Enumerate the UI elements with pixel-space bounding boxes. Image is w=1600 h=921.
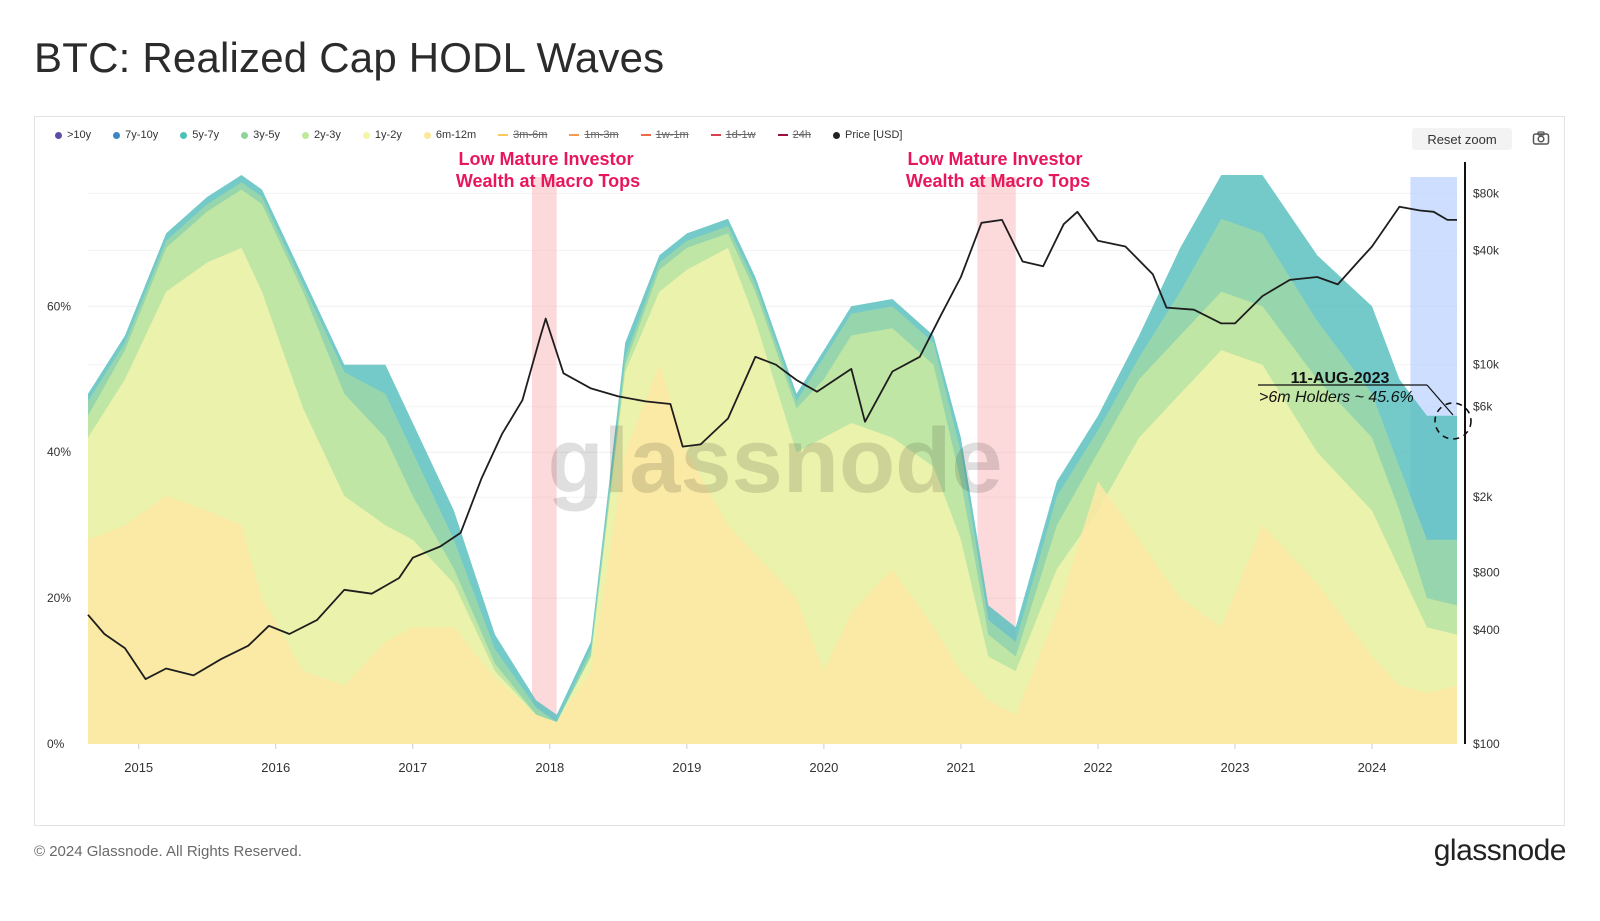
y-right-tick-label: $2k	[1473, 490, 1493, 504]
legend-item[interactable]: 3y-5y	[241, 129, 280, 141]
legend-label: 1m-3m	[584, 129, 619, 141]
y-right-tick-label: $800	[1473, 566, 1500, 580]
chart-svg: glassnode 2015 2016 2017 2018 2019 2020 2021 202…	[47, 149, 1500, 775]
x-tick-label: 2020	[809, 760, 838, 775]
y-right-tick-label: $40k	[1473, 243, 1500, 257]
copyright-text: © 2024 Glassnode. All Rights Reserved.	[34, 843, 302, 860]
callout-date: 11-AUG-2023	[1291, 370, 1390, 387]
area-6m-12m	[88, 364, 1457, 744]
y-right-tick-label: $10k	[1473, 358, 1500, 372]
y-right-tick-label: $100	[1473, 737, 1500, 751]
legend-item[interactable]: 5y-7y	[180, 129, 219, 141]
annotation-top1-line1: Low Mature Investor	[458, 149, 633, 169]
legend-item[interactable]: 7y-10y	[113, 129, 158, 141]
legend-marker-icon	[180, 131, 188, 139]
x-tick-label: 2015	[124, 760, 153, 775]
legend-label: 3y-5y	[253, 129, 281, 141]
callout-text: >6m Holders ~ 45.6%	[1259, 389, 1414, 406]
annotation-top2-line2: Wealth at Macro Tops	[906, 171, 1090, 191]
legend-label: 24h	[792, 129, 811, 141]
legend-item[interactable]: 6m-12m	[423, 129, 477, 141]
x-tick-label: 2024	[1358, 760, 1387, 775]
page-title: BTC: Realized Cap HODL Waves	[34, 34, 665, 81]
legend-marker-icon	[832, 131, 840, 139]
price-line	[87, 205, 1457, 680]
x-tick-label: 2023	[1221, 760, 1250, 775]
legend-marker-icon	[302, 131, 310, 139]
legend-marker-icon	[423, 131, 431, 139]
y-left-tick-label: 60%	[47, 299, 71, 313]
glassnode-logo: glassnode	[1433, 834, 1567, 867]
reset-zoom-button[interactable]: Reset zoom	[1412, 128, 1512, 150]
y-right-tick-label: $400	[1473, 623, 1500, 637]
x-tick-label: 2016	[261, 760, 290, 775]
x-tick-label: 2017	[398, 760, 427, 775]
callout-leader	[1426, 384, 1454, 416]
highlight-band	[532, 177, 557, 744]
chart-panel: glassnode 2015 2016 2017 2018 2019 2020 2021 202…	[34, 116, 1565, 826]
annotation-top1-line2: Wealth at Macro Tops	[456, 171, 640, 191]
y-left-tick-label: 0%	[47, 737, 65, 751]
y-left-tick-label: 20%	[47, 591, 71, 605]
x-tick-label: 2022	[1084, 760, 1113, 775]
legend-item[interactable]: 24h	[777, 129, 811, 141]
legend-item[interactable]: >10y	[55, 129, 91, 141]
legend-label: 2y-3y	[314, 129, 341, 141]
legend-marker-icon	[241, 131, 249, 139]
legend-label: 5y-7y	[192, 129, 220, 141]
x-tick-label: 2019	[672, 760, 701, 775]
legend-label: 1w-1m	[655, 129, 689, 141]
legend-marker-icon	[569, 134, 580, 136]
legend-item[interactable]: 1w-1m	[640, 129, 689, 141]
watermark-text: glassnode	[547, 410, 1002, 512]
legend-item[interactable]: 1y-2y	[362, 129, 402, 141]
legend-marker-icon	[55, 131, 62, 139]
legend-label: 7y-10y	[125, 129, 159, 141]
y-right-tick-label: $6k	[1473, 400, 1493, 414]
legend-marker-icon	[777, 134, 788, 136]
y-right-tick-label: $80k	[1473, 186, 1500, 200]
legend-label: >10y	[67, 129, 92, 141]
legend-label: 1d-1w	[725, 129, 756, 141]
legend-marker-icon	[640, 134, 651, 136]
y-left-tick-label: 40%	[47, 445, 71, 459]
annotation-top2-line1: Low Mature Investor	[907, 149, 1082, 169]
legend-item[interactable]: Price [USD]	[832, 129, 903, 141]
legend-item[interactable]: 1m-3m	[569, 129, 619, 141]
legend-item[interactable]: 2y-3y	[302, 129, 341, 141]
legend-label: 3m-6m	[513, 129, 548, 141]
chart-legend: >10y 7y-10y 5y-7y 3y-5y 2y-3y 1y-2y 6m-12m 3m-6…	[55, 129, 924, 141]
legend-marker-icon	[362, 131, 370, 139]
legend-marker-icon	[498, 134, 509, 136]
x-tick-label: 2021	[946, 760, 975, 775]
legend-item[interactable]: 3m-6m	[498, 129, 547, 141]
legend-marker-icon	[113, 131, 121, 139]
x-tick-label: 2018	[535, 760, 564, 775]
callout-circle	[1434, 402, 1472, 440]
legend-item[interactable]: 1d-1w	[710, 129, 756, 141]
legend-label: Price [USD]	[844, 129, 903, 141]
legend-label: 6m-12m	[435, 129, 477, 141]
camera-icon[interactable]	[1532, 130, 1550, 146]
legend-marker-icon	[710, 134, 721, 136]
legend-label: 1y-2y	[374, 129, 402, 141]
